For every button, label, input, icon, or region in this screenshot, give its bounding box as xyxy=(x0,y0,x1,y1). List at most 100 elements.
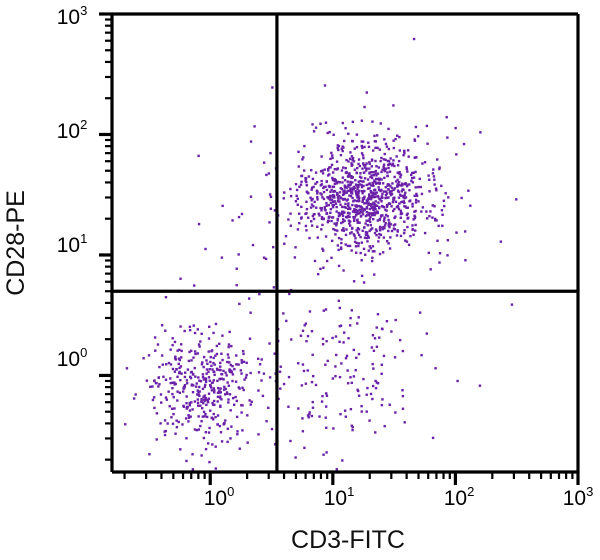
event-dot xyxy=(249,371,252,375)
event-dot xyxy=(352,209,356,213)
event-dot xyxy=(355,229,358,232)
event-dot xyxy=(421,162,424,165)
event-dot xyxy=(391,200,395,204)
event-dot xyxy=(362,281,366,284)
event-dot xyxy=(212,370,215,373)
event-dot xyxy=(389,157,392,160)
event-dot xyxy=(226,440,229,444)
event-dot xyxy=(324,121,328,124)
event-dot xyxy=(234,380,238,383)
event-dot xyxy=(375,191,379,194)
event-dot xyxy=(396,171,399,174)
event-dot xyxy=(343,139,346,143)
event-dot xyxy=(272,245,275,249)
event-dot xyxy=(175,419,178,422)
event-dot xyxy=(219,365,222,368)
event-dot xyxy=(210,381,214,385)
event-dot xyxy=(202,402,205,405)
event-dot xyxy=(367,183,371,186)
event-dot xyxy=(352,200,355,203)
event-dot xyxy=(403,220,406,223)
event-dot xyxy=(349,316,352,320)
event-dot xyxy=(197,415,200,418)
event-dot xyxy=(269,151,272,155)
event-dot xyxy=(389,190,392,193)
event-dot xyxy=(446,239,450,242)
event-dot xyxy=(337,196,340,199)
event-dot xyxy=(283,242,286,245)
event-dot xyxy=(306,414,310,417)
event-dot xyxy=(372,208,375,211)
event-dot xyxy=(314,182,317,186)
event-dot xyxy=(369,247,373,250)
event-dot xyxy=(379,225,382,229)
event-dot xyxy=(214,322,218,326)
event-dot xyxy=(369,223,372,227)
event-dot xyxy=(369,212,372,215)
event-dot xyxy=(403,150,406,153)
event-dot xyxy=(385,320,389,323)
event-dot xyxy=(379,198,382,201)
event-dot xyxy=(347,132,350,135)
event-dot xyxy=(352,185,356,189)
event-dot xyxy=(325,426,328,430)
event-dot xyxy=(408,183,411,186)
event-dot xyxy=(199,424,202,428)
event-dot xyxy=(414,223,417,227)
event-dot xyxy=(209,409,212,412)
event-dot xyxy=(246,441,249,444)
event-dot xyxy=(360,185,364,189)
event-dot xyxy=(334,233,337,236)
event-dot xyxy=(364,163,367,167)
event-dot xyxy=(368,207,372,211)
event-dot xyxy=(218,424,222,428)
event-dot xyxy=(418,177,421,181)
event-dot xyxy=(381,398,384,401)
event-dot xyxy=(207,337,211,340)
event-dot xyxy=(421,206,425,209)
event-dot xyxy=(172,412,175,416)
event-dot xyxy=(350,309,354,312)
event-dot xyxy=(348,212,351,215)
event-dot xyxy=(374,228,378,231)
event-dot xyxy=(347,183,350,186)
event-dot xyxy=(225,391,229,394)
event-dot xyxy=(345,199,349,202)
event-dot xyxy=(154,349,157,352)
event-dot xyxy=(235,283,238,287)
event-dot xyxy=(337,148,340,152)
event-dot xyxy=(302,156,305,159)
event-dot xyxy=(371,181,374,185)
event-dot xyxy=(268,221,271,224)
event-dot xyxy=(377,188,381,192)
event-dot xyxy=(193,331,197,335)
event-dot xyxy=(371,205,375,209)
event-dot xyxy=(163,430,166,433)
event-dot xyxy=(219,396,222,400)
event-dot xyxy=(340,241,343,245)
event-dot xyxy=(433,217,437,221)
event-dot xyxy=(171,381,174,384)
event-dot xyxy=(368,419,371,422)
event-dot xyxy=(214,467,217,470)
event-dot xyxy=(178,348,181,352)
event-dot xyxy=(200,400,203,403)
event-dot xyxy=(351,140,354,143)
event-dot xyxy=(306,369,309,372)
event-dot xyxy=(188,404,192,407)
event-dot xyxy=(220,377,224,380)
event-dot xyxy=(224,419,227,422)
event-dot xyxy=(222,388,226,391)
event-dot xyxy=(348,222,351,225)
event-dot xyxy=(411,181,415,184)
event-dot xyxy=(332,203,336,207)
event-dot xyxy=(349,183,352,186)
event-dot xyxy=(204,378,208,381)
event-dot xyxy=(438,166,441,169)
event-dot xyxy=(183,329,186,333)
event-dot xyxy=(374,146,377,150)
event-dot xyxy=(323,206,326,209)
event-dot xyxy=(369,215,372,219)
event-dot xyxy=(396,164,400,167)
event-dot xyxy=(160,401,163,404)
